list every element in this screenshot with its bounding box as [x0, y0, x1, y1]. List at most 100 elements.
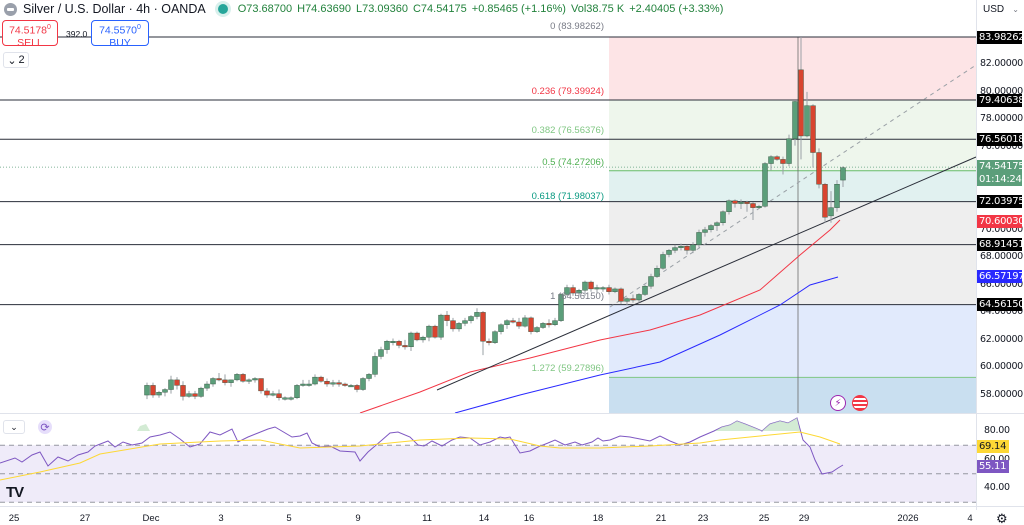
rsi-tick-label: 40.00	[984, 482, 1010, 493]
candle-body	[702, 229, 708, 233]
candle-body	[222, 379, 228, 383]
rsi-value-tag: 55.11	[977, 459, 1009, 473]
candle-body	[594, 287, 600, 290]
gear-icon[interactable]: ⚙	[996, 511, 1008, 525]
candle-body	[270, 393, 276, 396]
chevron-down-icon: ⌄	[1012, 4, 1019, 14]
candle-body	[816, 152, 822, 185]
candle-body	[666, 250, 672, 255]
date-tick-label: 25	[758, 513, 770, 524]
currency-select[interactable]: USD ⌄	[979, 0, 1023, 18]
date-tick-label: 18	[592, 513, 604, 524]
fib-zone-1272-ext	[609, 377, 976, 413]
market-open-status-icon	[217, 4, 228, 14]
candle-body	[216, 378, 222, 381]
sell-label: SELL	[17, 36, 43, 49]
candle-body	[342, 383, 348, 386]
candle-body	[150, 385, 156, 396]
candle-body	[294, 385, 300, 398]
candle-body	[240, 374, 246, 382]
buy-label: BUY	[109, 36, 131, 49]
collapse-indicators-button[interactable]: ⌄ 2	[3, 52, 29, 68]
candle-body	[804, 105, 810, 137]
candle-body	[654, 268, 660, 277]
open-value: O73.68700	[237, 3, 293, 15]
candle-body	[450, 320, 456, 330]
fibonacci-level-label: 0.236 (79.39924)	[531, 86, 604, 98]
fibonacci-level-label: 0.5 (74.27206)	[542, 156, 604, 168]
date-tick-label: 29	[798, 513, 810, 524]
candle-body	[402, 345, 408, 348]
candle-body	[624, 298, 630, 302]
spread-value: 392.0	[66, 29, 88, 39]
price-tick-label: 80.00000	[980, 85, 1023, 97]
candle-body	[384, 341, 390, 350]
date-tick-label: 16	[523, 513, 535, 524]
candle-body	[762, 163, 768, 207]
candle-body	[780, 159, 786, 164]
date-tick-label: Dec	[142, 513, 160, 524]
candle-body	[420, 336, 426, 341]
fibonacci-level-label: 1.272 (59.27896)	[531, 363, 604, 375]
candle-body	[840, 167, 846, 181]
tradingview-logo[interactable]: TV	[6, 484, 24, 501]
ema-slow-line	[454, 276, 839, 414]
price-level-tag: 76.56018	[977, 132, 1024, 146]
rsi-ma-line	[0, 431, 841, 481]
candle-body	[672, 247, 678, 251]
candle-body	[174, 379, 180, 386]
date-tick-label: 21	[655, 513, 667, 524]
price-tick-label: 78.00000	[980, 113, 1023, 125]
buy-price: 74.5570	[99, 24, 138, 37]
chevron-down-icon: ⌄	[7, 54, 17, 67]
candle-body	[642, 285, 648, 295]
candle-body	[156, 392, 162, 396]
candle-body	[300, 383, 306, 386]
price-level-tag: 83.98262	[977, 30, 1024, 44]
us-flag-event-icon[interactable]	[852, 395, 868, 411]
price-tick-label: 76.00000	[980, 141, 1023, 152]
candle-body	[372, 356, 378, 375]
candle-body	[168, 379, 174, 390]
candle-body	[564, 287, 570, 295]
volume-change-value: +2.40405 (+3.33%)	[629, 3, 724, 15]
candle-body	[318, 376, 324, 382]
date-tick-label: 2026	[897, 513, 919, 524]
candle-body	[510, 320, 516, 323]
candle-body	[798, 69, 804, 137]
rsi-value-tag: 69.14	[977, 439, 1009, 453]
candle-body	[492, 331, 498, 343]
price-level-tag: 66.57197	[977, 270, 1024, 284]
bar-countdown: 01:14:24	[979, 174, 1022, 186]
price-level-tag: 72.03975	[977, 195, 1024, 209]
symbol-title[interactable]: Silver / U.S. Dollar · 4h · OANDA	[23, 2, 206, 16]
sell-price: 74.5178	[9, 24, 48, 37]
buy-button[interactable]: 74.55700 BUY	[91, 20, 149, 49]
candle-body	[522, 317, 528, 327]
price-level-tag: 68.91451	[977, 238, 1024, 252]
collapse-rsi-button[interactable]: ⌄	[3, 420, 25, 434]
chart-header: Silver / U.S. Dollar · 4h · OANDA O73.68…	[4, 1, 723, 17]
candle-body	[504, 320, 510, 325]
candle-body	[312, 376, 318, 385]
candle-body	[246, 379, 252, 382]
candle-body	[432, 325, 438, 338]
lightning-event-icon[interactable]: ⚡	[830, 395, 846, 411]
fibonacci-level-label: 0 (83.98262)	[550, 21, 604, 32]
fibonacci-level-label: 0.382 (76.56376)	[531, 125, 604, 137]
fibonacci-level-label: 0.618 (71.98037)	[531, 191, 604, 203]
candle-body	[822, 184, 828, 218]
candle-body	[636, 294, 642, 301]
current-price-tag: 74.54175	[979, 161, 1024, 173]
candle-body	[660, 254, 666, 269]
candle-body	[546, 323, 552, 326]
price-tick-label: 64.00000	[980, 306, 1023, 318]
candle-body	[774, 156, 780, 160]
refresh-icon[interactable]: ⟳	[38, 420, 52, 434]
fibonacci-level-label: 1 (64.56150)	[550, 290, 604, 302]
sell-button[interactable]: 74.51780 SELL	[2, 20, 58, 49]
candle-body	[192, 393, 198, 397]
candle-body	[738, 201, 744, 204]
candle-body	[612, 288, 618, 292]
